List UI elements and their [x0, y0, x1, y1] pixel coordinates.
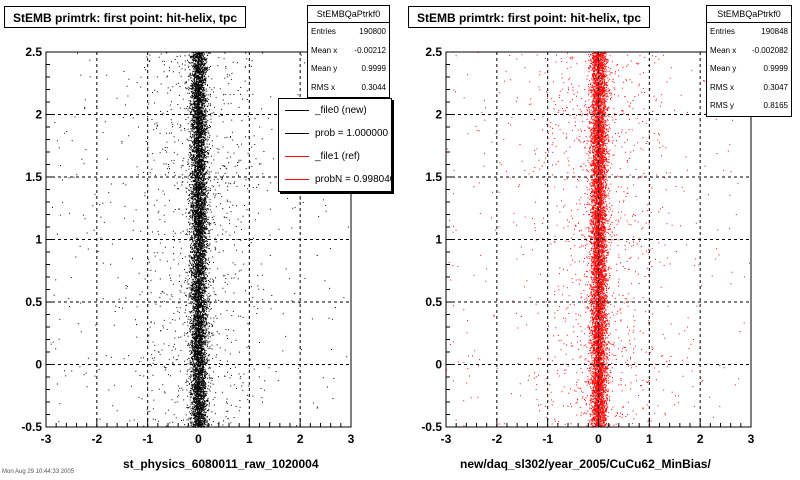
x-tick-label: 1 — [246, 432, 253, 446]
y-tick-label: 1.5 — [425, 170, 442, 184]
x-tick-label: 1 — [646, 432, 653, 446]
stats-row: Entries 190848 — [710, 27, 788, 36]
stats-box-right: StEMBQaPtrkf0 Entries 190848 Mean x -0.002… — [706, 5, 792, 117]
scatter-plot-right: -3 -2 -1 0 1 2 3 -0.5 0 0.5 1 1.5 2 2.5 — [421, 45, 755, 446]
stats-row: Mean x -0.00212 — [311, 45, 386, 55]
y-tick-label: 2 — [435, 108, 442, 122]
y-tick-label: 0 — [435, 358, 442, 372]
x-tick-label: 2 — [297, 432, 304, 446]
chart-title-right: StEMB primtrk: first point: hit-helix, t… — [408, 6, 650, 28]
stats-name: StEMBQaPtrkf0 — [308, 6, 389, 23]
legend-entry: prob = 1.000000 — [279, 122, 391, 145]
y-tick-label: 2.5 — [25, 45, 42, 59]
legend-entry: probN = 0.998040 — [279, 168, 391, 191]
x-axis-title-right: new/daq_sl302/year_2005/CuCu62_MinBias/ — [460, 457, 711, 471]
legend-entry: _file0 (new) — [279, 99, 391, 122]
stats-row: Mean y 0.9999 — [710, 64, 788, 73]
data-points — [50, 52, 352, 428]
legend: _file0 (new) prob = 1.000000 _file1 (ref… — [278, 98, 392, 192]
x-tick-label: 3 — [348, 432, 355, 446]
x-tick-label: 3 — [748, 432, 755, 446]
legend-entry: _file1 (ref) — [279, 145, 391, 168]
stats-row: RMS x 0.3047 — [710, 82, 788, 92]
y-tick-label: -0.5 — [421, 420, 442, 434]
y-tick-label: 1 — [35, 233, 42, 247]
stats-row: Mean x -0.002082 — [710, 45, 788, 55]
y-tick-label: 1 — [435, 233, 442, 247]
y-tick-label: 0 — [35, 358, 42, 372]
footer-timestamp: Mon Aug 29 10:44:33 2005 — [2, 469, 75, 475]
x-tick-label: -2 — [491, 432, 502, 446]
x-tick-label: 0 — [195, 432, 202, 446]
x-tick-label: 0 — [595, 432, 602, 446]
chart-panel-left: -3 -2 -1 0 1 2 3 -0.5 0 0.5 1 1.5 2 2.5 StEMB primtrk… — [4, 5, 392, 471]
stats-row: Entries 190800 — [311, 27, 386, 36]
y-tick-label: 0.5 — [425, 295, 442, 309]
x-tick-label: -3 — [441, 432, 452, 446]
stats-box-left: StEMBQaPtrkf0 Entries 190800 Mean x -0.002… — [307, 5, 390, 98]
stats-row: RMS y 0.8165 — [710, 101, 788, 110]
x-tick-label: -2 — [91, 432, 102, 446]
y-tick-label: 0.5 — [25, 295, 42, 309]
chart-title-left: StEMB primtrk: first point: hit-helix, t… — [4, 6, 246, 28]
y-tick-label: 1.5 — [25, 170, 42, 184]
stats-row: RMS x 0.3044 — [311, 82, 386, 92]
y-tick-label: 2.5 — [425, 45, 442, 59]
stats-row: Mean y 0.9999 — [311, 64, 386, 73]
x-tick-label: -1 — [542, 432, 553, 446]
y-tick-label: -0.5 — [21, 420, 42, 434]
x-tick-label: -1 — [142, 432, 153, 446]
point-cloud — [50, 52, 352, 428]
x-axis-title-left: st_physics_6080011_raw_1020004 — [123, 457, 319, 471]
stats-name: StEMBQaPtrkf0 — [707, 6, 791, 23]
y-tick-label: 2 — [35, 108, 42, 122]
x-tick-label: -3 — [41, 432, 52, 446]
chart-panel-right: -3 -2 -1 0 1 2 3 -0.5 0 0.5 1 1.5 2 2.5 StEMB primtrk… — [400, 0, 800, 480]
x-tick-label: 2 — [697, 432, 704, 446]
